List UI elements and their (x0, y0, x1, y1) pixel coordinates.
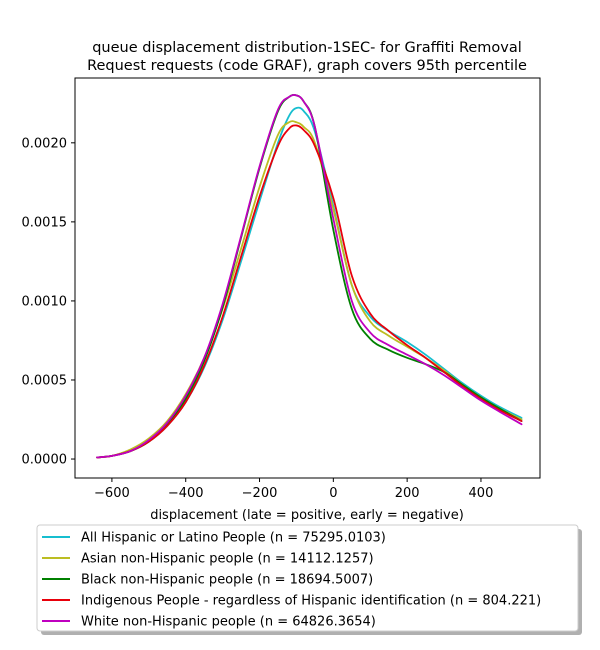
x-tick-label: −600 (94, 486, 130, 501)
legend-label-4: White non-Hispanic people (n = 64826.365… (81, 615, 376, 630)
series-line-3 (96, 124, 523, 459)
x-tick-label: 0 (329, 486, 337, 501)
legend-label-0: All Hispanic or Latino People (n = 75295… (81, 531, 386, 546)
y-tick-label: 0.0015 (22, 215, 68, 230)
plot-area (74, 77, 541, 479)
series-line-4 (96, 94, 523, 459)
x-tick-label: −400 (168, 486, 204, 501)
legend: All Hispanic or Latino People (n = 75295… (36, 524, 582, 635)
x-tick-label: 200 (395, 486, 420, 501)
x-axis-ticks: −600 −400 −200 0 200 400 (94, 478, 493, 501)
legend-label-2: Black non-Hispanic people (n = 18694.500… (81, 573, 373, 588)
x-tick-label: −200 (242, 486, 278, 501)
y-axis-ticks: 0.0000 0.0005 0.0010 0.0015 0.0020 (22, 136, 75, 468)
series-line-1 (96, 120, 523, 459)
legend-label-3: Indigenous People - regardless of Hispan… (81, 594, 541, 609)
x-axis-label: displacement (late = positive, early = n… (150, 508, 464, 523)
chart-title-line-1: queue displacement distribution-1SEC- fo… (92, 40, 522, 56)
legend-label-1: Asian non-Hispanic people (n = 14112.125… (81, 552, 374, 567)
legend-box (36, 524, 579, 632)
x-tick-label: 400 (469, 486, 494, 501)
y-tick-label: 0.0000 (22, 453, 68, 468)
chart-title-line-2: Request requests (code GRAF), graph cove… (87, 58, 527, 74)
y-tick-label: 0.0005 (22, 373, 68, 388)
y-tick-label: 0.0020 (22, 136, 68, 151)
y-tick-label: 0.0010 (22, 294, 68, 309)
series-lines (96, 93, 523, 459)
